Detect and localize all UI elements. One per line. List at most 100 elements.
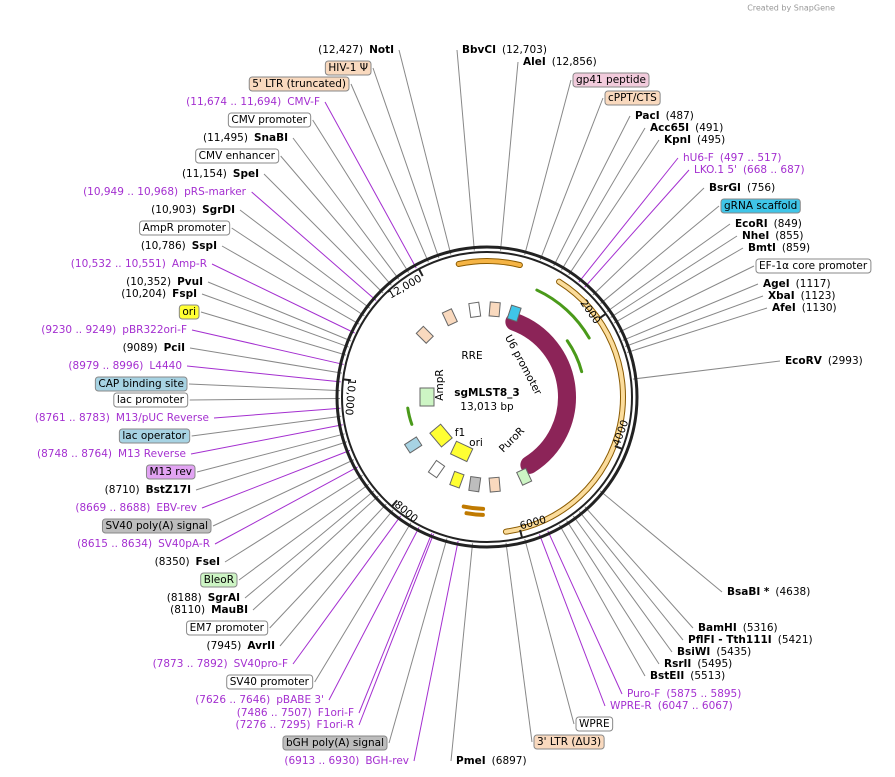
feature-box — [101, 518, 212, 534]
label-site: (8669 .. 8688) — [75, 502, 150, 514]
label-site: (12,427) — [318, 44, 363, 56]
leader-line — [239, 209, 371, 309]
enzyme-label: (10,352) PvuI — [126, 276, 203, 288]
label-site: (8615 .. 8634) — [77, 538, 152, 550]
label-name: PacI — [635, 110, 660, 122]
label-name: EcoRV — [785, 355, 823, 367]
leader-line — [201, 293, 349, 348]
leader-line — [224, 474, 363, 563]
label-name: BleoR — [204, 574, 234, 586]
primer-label: (8979 .. 8996) L4440 — [68, 360, 182, 372]
ring-tick-label: 6000 — [519, 514, 548, 533]
leader-line — [505, 542, 533, 743]
label-site: (10,949 .. 10,968) — [83, 186, 178, 198]
enzyme-label: AgeI (1117) — [763, 278, 831, 290]
leader-line — [269, 503, 387, 629]
leader-line — [624, 295, 764, 347]
label-name: SV40 poly(A) signal — [105, 520, 208, 532]
label-site: (11,674 .. 11,694) — [186, 96, 281, 108]
label-name: WPRE-R — [610, 700, 652, 712]
label-name: EF-1α core promoter — [759, 260, 868, 272]
enzyme-label: BstEII (5513) — [650, 670, 725, 682]
label-site: (495) — [697, 134, 725, 146]
enzyme-label: BbvCI (12,703) — [462, 44, 547, 56]
label-name: XbaI — [768, 290, 795, 302]
label-site: (6897) — [492, 755, 527, 767]
ring-tick — [418, 268, 424, 277]
primer-label: (6913 .. 6930) BGH-rev — [284, 755, 409, 767]
label-name: F1ori-R — [317, 719, 354, 731]
label-site: (5316) — [743, 622, 778, 634]
feature-label: WPRE — [579, 718, 610, 730]
label-site: (8110) — [170, 604, 205, 616]
label-name: Acc65I — [650, 122, 689, 134]
feature-label: EF-1α core promoter — [759, 260, 868, 272]
primer-label: Puro-F (5875 .. 5895) — [627, 688, 741, 700]
leader-line — [618, 265, 755, 333]
label-site: (4638) — [775, 586, 810, 598]
leader-line — [190, 424, 343, 455]
label-name: Amp-R — [172, 258, 207, 270]
enzyme-label: (12,427) NotI — [318, 44, 394, 56]
leader-line — [188, 383, 341, 392]
leader-line — [566, 520, 660, 665]
feature-block — [516, 467, 533, 486]
label-name: L4440 — [149, 360, 182, 372]
enzyme-label: BsrGI (756) — [709, 182, 775, 194]
enzyme-label: AfeI (1130) — [772, 302, 837, 314]
label-name: ori — [182, 306, 196, 318]
leader-line — [592, 187, 705, 296]
label-name: gRNA scaffold — [724, 200, 797, 212]
small-arrow — [461, 504, 486, 511]
label-site: (9230 .. 9249) — [41, 324, 116, 336]
leader-line — [524, 538, 575, 725]
enzyme-label: KpnI (495) — [664, 134, 725, 146]
enzyme-label: BamHI (5316) — [698, 622, 778, 634]
feature-label: ori — [469, 437, 483, 449]
label-name: SgrAI — [208, 592, 240, 604]
label-name: M13/pUC Reverse — [116, 412, 209, 424]
leader-line — [450, 543, 474, 762]
label-site: (7873 .. 7892) — [153, 658, 228, 670]
leader-line — [238, 483, 370, 581]
leader-line — [211, 263, 355, 334]
feature-box — [755, 258, 872, 274]
feature-box — [195, 148, 280, 164]
label-name: CMV enhancer — [199, 150, 276, 162]
leader-line — [413, 541, 459, 762]
leader-line — [584, 169, 690, 288]
enzyme-label: EcoRV (2993) — [785, 355, 863, 367]
label-site: (8979 .. 8996) — [68, 360, 143, 372]
label-name: AvrII — [247, 640, 275, 652]
primer-label: (7486 .. 7507) F1ori-F — [237, 707, 354, 719]
label-name: CMV-F — [287, 96, 320, 108]
small-arrow — [464, 511, 485, 517]
feature-label: HIV-1 Ψ — [328, 62, 368, 74]
leader-line — [350, 83, 429, 263]
leader-line — [584, 506, 694, 629]
leader-line — [553, 115, 631, 267]
label-name: SV40pro-F — [234, 658, 288, 670]
cas9-arc — [505, 312, 576, 474]
enzyme-label: (9089) PciI — [123, 342, 185, 354]
label-name: CMV promoter — [231, 114, 307, 126]
leader-line — [600, 205, 720, 304]
label-site: (5421) — [778, 634, 813, 646]
label-name: pBR322ori-F — [122, 324, 187, 336]
feature-block — [506, 304, 522, 323]
leader-lines — [186, 49, 781, 762]
leader-line — [398, 49, 452, 255]
leader-line — [568, 139, 660, 276]
primer-label: (8615 .. 8634) SV40pA-R — [77, 538, 210, 550]
leader-line — [214, 466, 358, 545]
enzyme-label: Acc65I (491) — [650, 122, 723, 134]
label-site: (6913 .. 6930) — [284, 755, 359, 767]
enzyme-label: PmeI (6897) — [456, 755, 527, 767]
ring-tick — [614, 445, 623, 450]
label-site: (5495) — [697, 658, 732, 670]
label-name: BsaBI * — [727, 586, 770, 598]
leader-line — [213, 407, 341, 419]
feature-box — [118, 428, 191, 444]
map-name: sgMLST8_3 — [454, 387, 520, 399]
primer-label: (7873 .. 7892) SV40pro-F — [153, 658, 288, 670]
